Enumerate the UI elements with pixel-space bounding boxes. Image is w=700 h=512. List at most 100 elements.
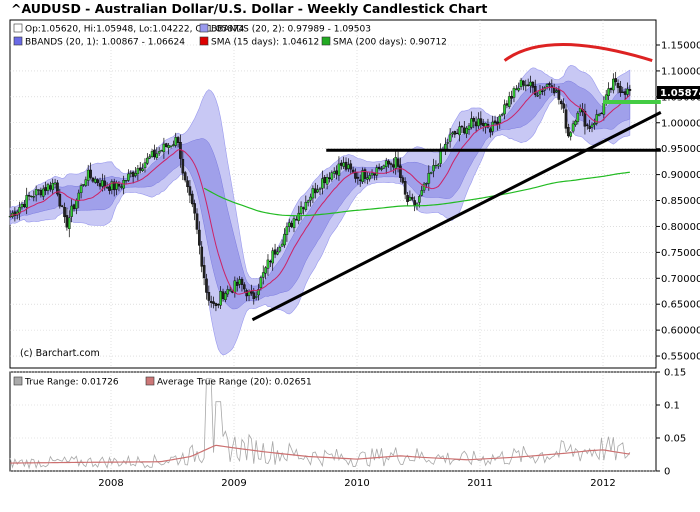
candle-body — [448, 134, 452, 142]
candle — [188, 180, 192, 204]
candle — [261, 265, 265, 285]
candle — [472, 116, 476, 129]
candle-body — [498, 115, 502, 124]
candle — [432, 158, 435, 178]
candle-body — [44, 187, 47, 191]
watermark: (c) Barchart.com — [20, 348, 100, 359]
candle-body — [8, 215, 12, 218]
candle-body — [470, 118, 473, 128]
candle — [337, 156, 341, 181]
candle-body — [136, 168, 140, 175]
candle — [266, 254, 270, 276]
candle-body — [564, 109, 568, 129]
candle-body — [505, 103, 509, 106]
candle-body — [574, 120, 577, 126]
candle-body — [105, 186, 109, 189]
candle — [67, 210, 71, 238]
candle-body — [186, 180, 189, 188]
candle — [278, 245, 282, 253]
candle-body — [304, 201, 308, 210]
x-tick-label: 2008 — [98, 478, 123, 489]
candle — [27, 191, 31, 201]
candle-body — [27, 195, 31, 197]
candle — [465, 126, 468, 139]
candle — [34, 185, 38, 202]
candle — [285, 222, 289, 242]
candle-body — [221, 291, 225, 299]
candle — [25, 187, 28, 215]
candle — [427, 165, 431, 191]
annotations — [251, 43, 662, 322]
candle-body — [141, 168, 144, 171]
candle-body — [190, 193, 194, 205]
candle-body — [474, 121, 478, 127]
candle — [183, 170, 187, 183]
candle-body — [489, 128, 492, 133]
candle-body — [623, 91, 627, 95]
candle-body — [313, 188, 317, 194]
price-y-tick-label: 0.95000 — [661, 144, 700, 155]
candle — [626, 82, 629, 97]
candle-body — [425, 183, 428, 185]
candle — [349, 159, 353, 175]
candle — [458, 121, 461, 142]
candle-body — [20, 204, 24, 208]
candle-body — [103, 180, 107, 187]
candle — [446, 138, 450, 150]
candle — [567, 123, 570, 138]
candle — [583, 103, 587, 135]
candle-body — [224, 293, 227, 300]
candle-body — [25, 195, 28, 208]
candle — [382, 164, 386, 169]
candle — [96, 178, 99, 187]
candle — [153, 144, 156, 160]
price-y-tick-label: 0.90000 — [661, 170, 700, 181]
price-y-axis: 0.55000 0.60000 0.65000 0.70000 0.75000 0.800… — [656, 41, 700, 363]
candle — [410, 193, 414, 202]
candle — [292, 215, 296, 233]
candle — [619, 81, 622, 97]
candle-body — [335, 170, 338, 175]
candle-body — [607, 88, 610, 97]
candle-body — [500, 114, 504, 116]
candle — [200, 241, 204, 273]
candle-body — [214, 303, 218, 306]
indicator-y-tick-label: 0.1 — [664, 401, 680, 412]
candle-body — [235, 281, 239, 286]
candle-body — [276, 251, 279, 255]
candle-body — [295, 219, 298, 221]
candle-body — [91, 177, 95, 182]
candle-body — [259, 277, 263, 289]
candle-body — [257, 289, 260, 296]
candle — [498, 114, 502, 129]
candle-body — [243, 284, 246, 290]
candle — [311, 185, 315, 204]
candle-body — [160, 150, 163, 152]
candle-body — [481, 122, 485, 126]
candle — [576, 111, 580, 125]
legend-swatch — [13, 23, 23, 33]
legend-swatch — [145, 376, 155, 386]
candle — [157, 147, 161, 156]
candle-body — [77, 192, 81, 201]
candle — [243, 282, 246, 293]
candle-body — [30, 195, 33, 198]
candle-body — [271, 250, 274, 264]
candle-body — [150, 151, 154, 157]
candle-body — [526, 84, 530, 87]
candle-body — [559, 100, 563, 105]
candle — [467, 123, 471, 135]
candle — [318, 186, 322, 195]
candle-body — [458, 126, 461, 136]
candle-body — [384, 160, 388, 167]
candle-body — [351, 169, 355, 173]
candle-body — [552, 87, 556, 94]
candle — [571, 120, 575, 134]
candle-body — [138, 167, 142, 171]
candle-body — [420, 190, 424, 196]
candle — [517, 82, 520, 93]
candle-body — [261, 272, 265, 278]
legend-label: SMA (200 days): 0.90712 — [333, 38, 447, 48]
candle-body — [84, 179, 88, 186]
candle — [585, 123, 589, 130]
